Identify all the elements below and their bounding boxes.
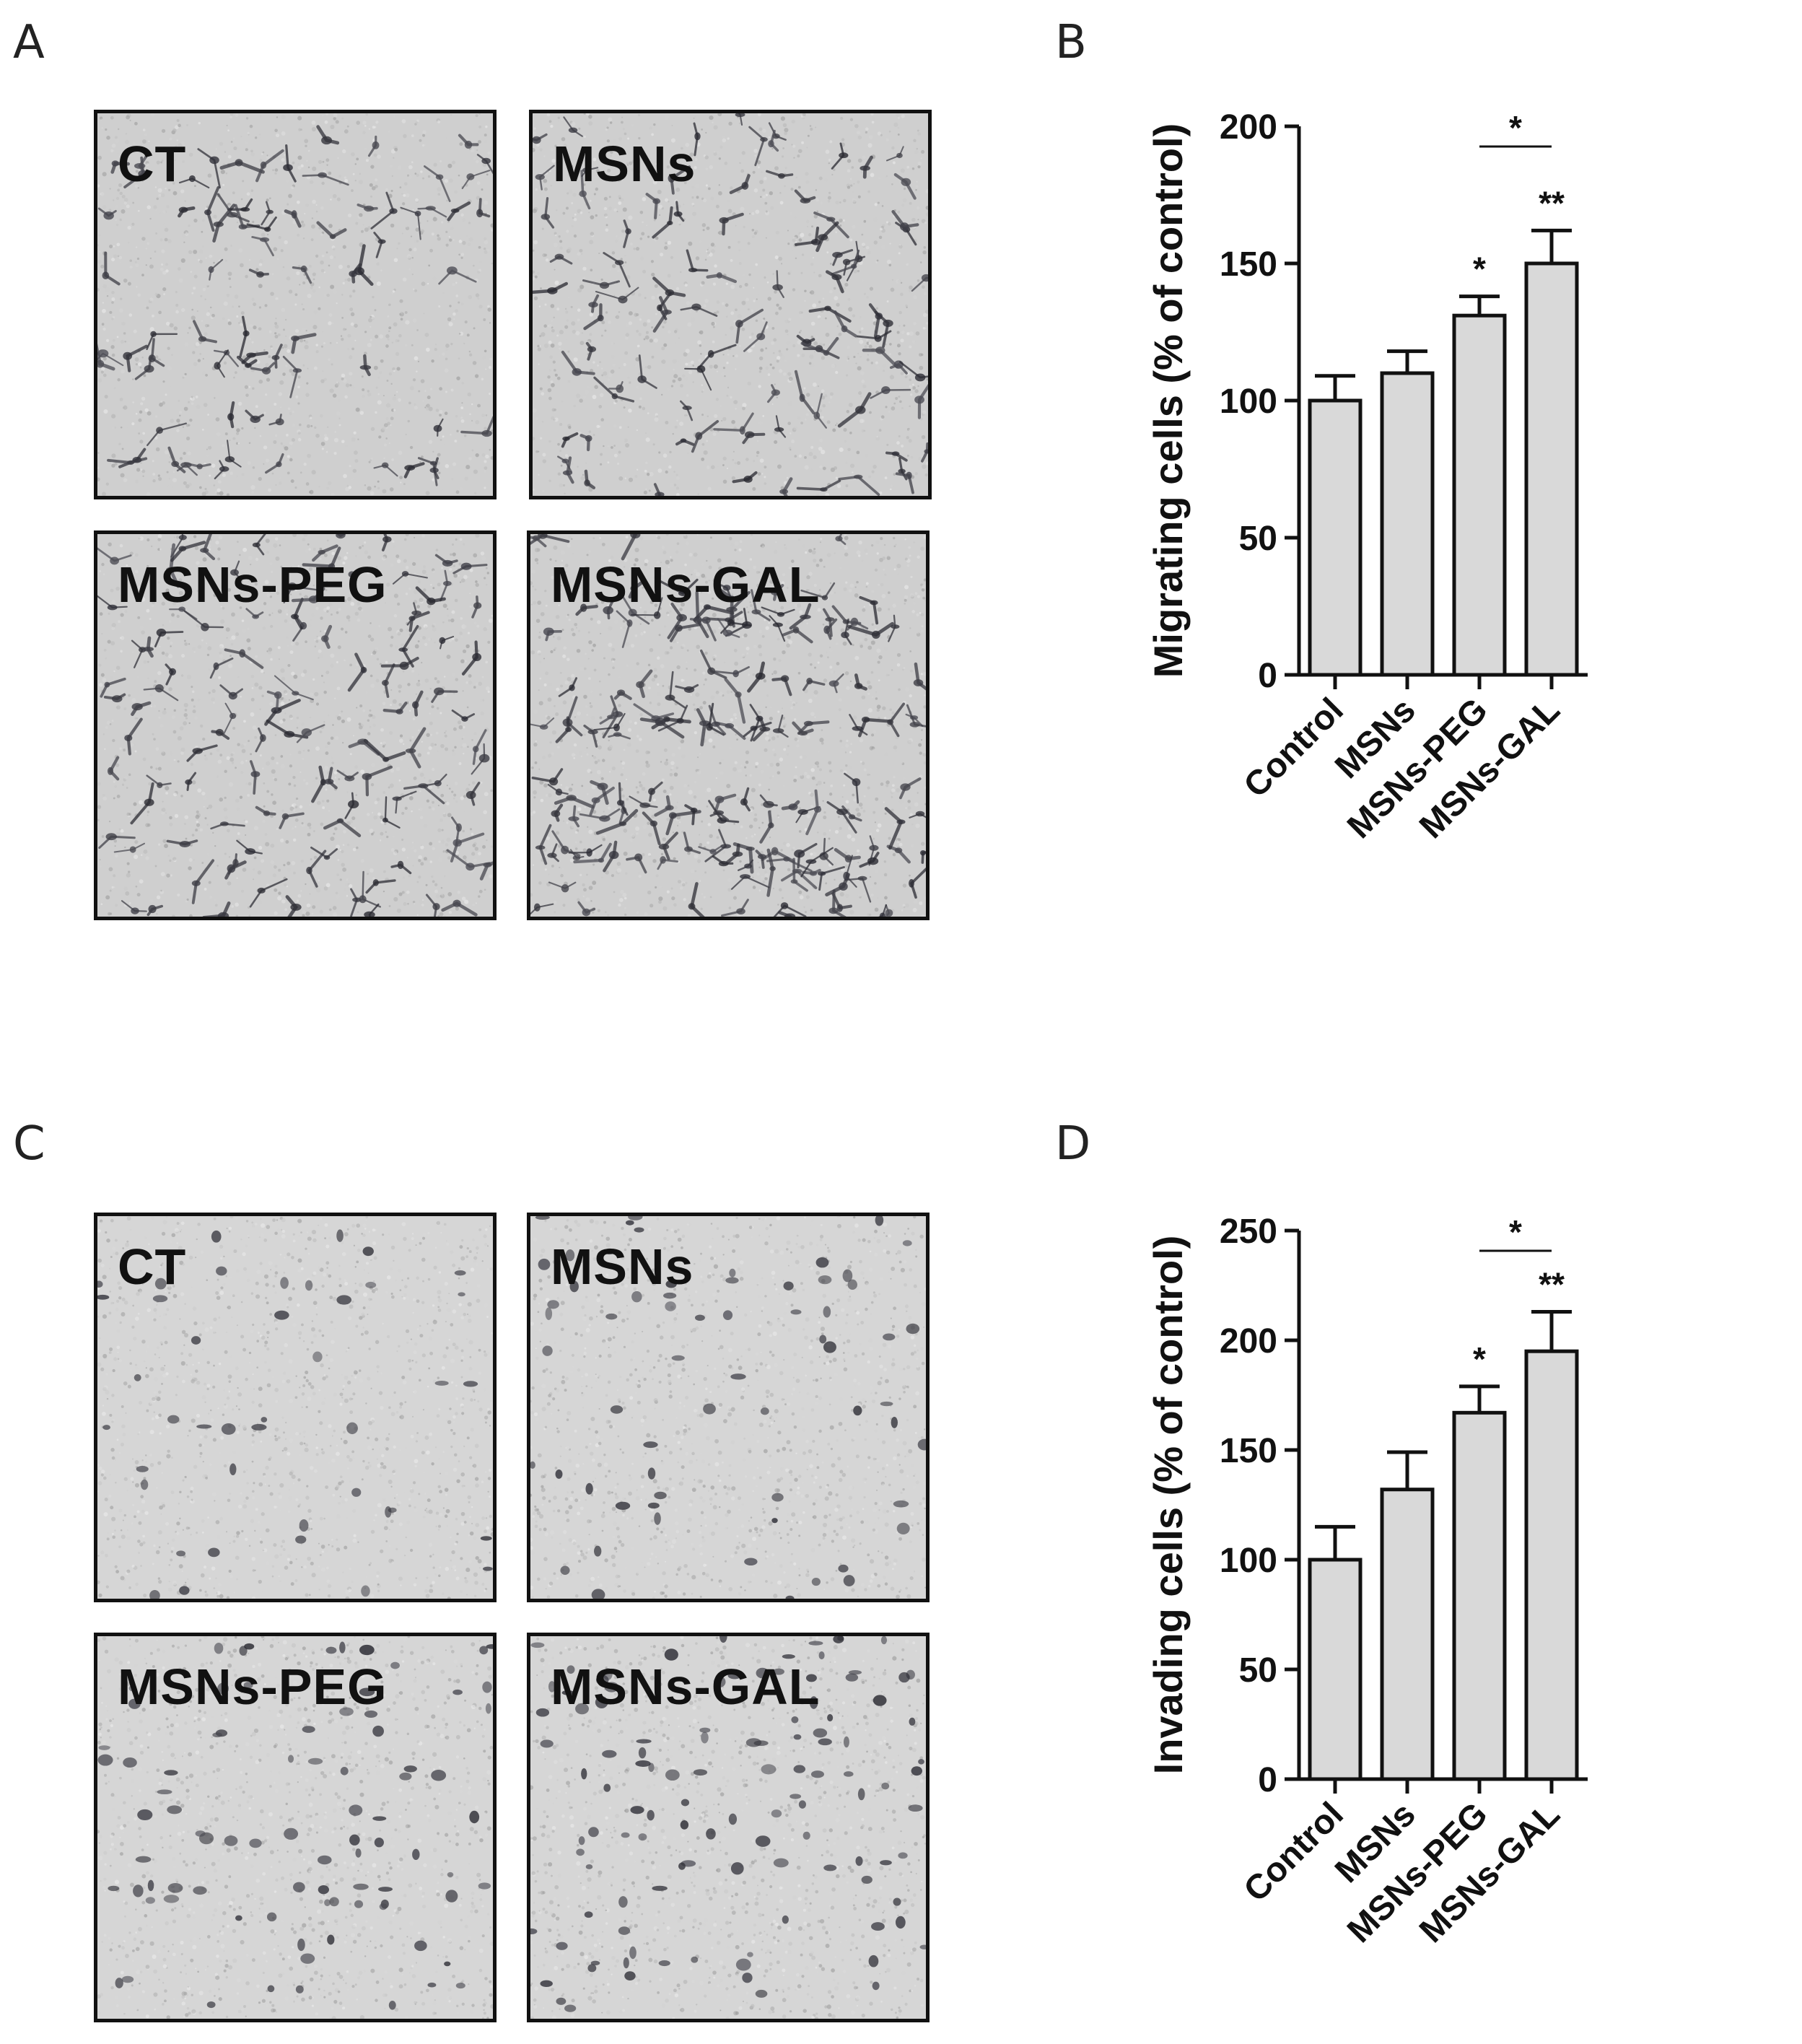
micrograph-label: CT <box>118 136 187 192</box>
y-tick-label: 0 <box>1258 1761 1277 1799</box>
y-tick-label: 150 <box>1220 245 1277 284</box>
micrograph-label: MSNs-GAL <box>551 1659 821 1715</box>
y-axis-label: Invading cells (% of control) <box>1145 1236 1191 1775</box>
micrograph-label: MSNs-GAL <box>551 556 821 613</box>
texture-speckle <box>530 534 926 917</box>
micrograph-texture <box>530 534 926 917</box>
micrograph-a-ct: CT <box>94 110 497 499</box>
micrograph-label: MSNs <box>551 1239 694 1295</box>
micrograph-c-msns-gal: MSNs-GAL <box>527 1633 930 2022</box>
micrograph-texture <box>97 1636 493 2019</box>
y-axis-label: Migrating cells (% of control) <box>1145 123 1191 678</box>
bracket-significance-marker: * <box>1509 1213 1522 1251</box>
bar <box>1308 1558 1363 1781</box>
micrograph-texture <box>97 113 493 496</box>
x-tick-label: Control <box>1237 691 1351 805</box>
y-tick-label: 50 <box>1239 1651 1277 1690</box>
texture-speckle <box>97 1216 493 1599</box>
bar <box>1380 371 1435 677</box>
bar <box>1380 1488 1435 1781</box>
bar <box>1452 1410 1507 1781</box>
texture-speckle <box>530 1216 926 1599</box>
micrograph-label: MSNs-PEG <box>118 556 388 613</box>
panel-letter-c: C <box>13 1117 45 1171</box>
micrograph-a-msns-gal: MSNs-GAL <box>527 530 930 920</box>
micrograph-c-msns: MSNs <box>527 1213 930 1602</box>
x-tick-label: Control <box>1237 1795 1351 1909</box>
y-tick-label: 50 <box>1239 520 1277 558</box>
micrograph-label: CT <box>118 1239 187 1295</box>
texture-cells <box>530 534 926 917</box>
significance-marker: * <box>1473 250 1486 288</box>
significance-marker: * <box>1473 1340 1486 1378</box>
micrograph-label: MSNs-PEG <box>118 1659 388 1715</box>
texture-cells <box>97 1229 493 1599</box>
micrograph-texture <box>97 1216 493 1599</box>
texture-speckle <box>530 1636 926 2019</box>
bar <box>1524 261 1579 677</box>
micrograph-label: MSNs <box>553 136 696 192</box>
significance-marker: ** <box>1539 1265 1565 1303</box>
y-tick-label: 150 <box>1220 1432 1277 1470</box>
micrograph-texture <box>533 113 928 496</box>
bracket-significance-marker: * <box>1509 109 1522 147</box>
texture-cells <box>530 1216 926 1599</box>
bar-chart-migrating: Migrating cells (% of control) 0 50 100 150 2… <box>1145 108 1588 846</box>
bar <box>1452 313 1507 677</box>
y-tick-label: 200 <box>1220 108 1277 147</box>
micrograph-c-msns-peg: MSNs-PEG <box>94 1633 497 2022</box>
micrograph-c-ct: CT <box>94 1213 497 1602</box>
panel-letter-b: B <box>1055 16 1087 69</box>
texture-cells <box>97 125 493 486</box>
y-tick-label: 250 <box>1220 1213 1277 1251</box>
texture-cells <box>530 1636 926 2012</box>
texture-cells <box>97 1641 493 2010</box>
y-tick-label: 100 <box>1220 1542 1277 1580</box>
bar <box>1524 1349 1579 1781</box>
bar <box>1308 398 1363 677</box>
micrograph-texture <box>530 1216 926 1599</box>
y-tick-label: 200 <box>1220 1322 1277 1361</box>
texture-cells <box>97 534 493 917</box>
panel-letter-d: D <box>1055 1117 1091 1171</box>
bar-chart-invading: Invading cells (% of control) 0 50 100 150 20… <box>1145 1213 1588 1950</box>
significance-marker: ** <box>1539 184 1565 222</box>
micrograph-a-msns: MSNs <box>529 110 932 499</box>
panel-letter-a: A <box>13 16 45 69</box>
y-tick-label: 100 <box>1220 383 1277 421</box>
micrograph-a-msns-peg: MSNs-PEG <box>94 530 497 920</box>
micrograph-texture <box>97 534 493 917</box>
y-tick-label: 0 <box>1258 657 1277 695</box>
texture-cells <box>533 113 928 496</box>
micrograph-texture <box>530 1636 926 2019</box>
